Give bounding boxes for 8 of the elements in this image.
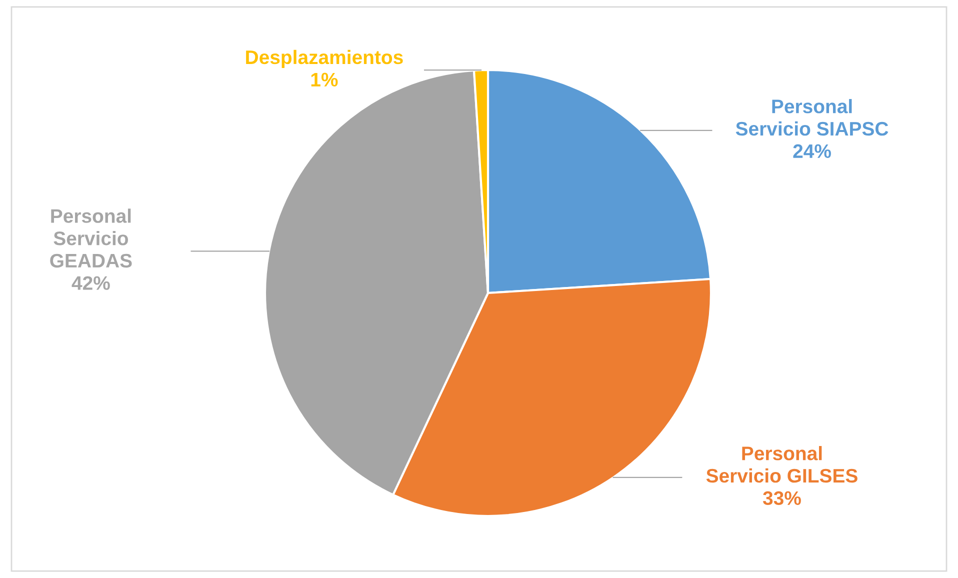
data-label: 1% bbox=[311, 72, 338, 86]
slice-label: Personal Servicio GEADAS bbox=[50, 208, 132, 268]
data-label: 33% bbox=[762, 491, 801, 506]
slice-label: Personal Servicio GILSES bbox=[706, 446, 858, 483]
data-label: 24% bbox=[793, 144, 831, 158]
data-label: 42% bbox=[72, 276, 110, 290]
slice-label: Personal Servicio SIAPSC bbox=[736, 99, 888, 136]
slice-label: Desplazamientos bbox=[246, 50, 403, 68]
